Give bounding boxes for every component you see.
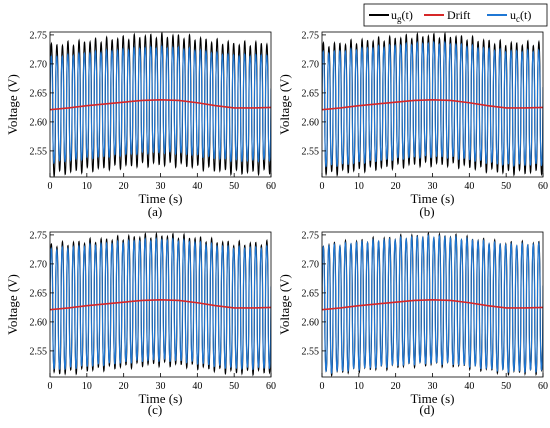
y-tick-label: 2.65 <box>302 88 320 99</box>
x-tick-label: 60 <box>538 381 548 392</box>
series-uc-line <box>50 44 271 165</box>
series-uc-line <box>50 236 271 371</box>
x-tick-label: 50 <box>501 381 511 392</box>
panel-caption: (d) <box>419 402 434 417</box>
x-tick-label: 40 <box>192 181 202 192</box>
x-axis-label: Time (s) <box>139 391 183 406</box>
x-tick-label: 20 <box>391 181 401 192</box>
x-tick-label: 60 <box>266 181 276 192</box>
y-tick-label: 2.70 <box>30 259 48 270</box>
x-tick-label: 30 <box>428 181 438 192</box>
x-tick-label: 30 <box>156 381 166 392</box>
series-drift-line <box>50 99 271 111</box>
x-tick-label: 30 <box>428 381 438 392</box>
x-axis-label: Time (s) <box>411 391 455 406</box>
x-tick-label: 20 <box>119 381 129 392</box>
y-tick-label: 2.60 <box>30 117 48 128</box>
x-tick-label: 40 <box>464 381 474 392</box>
legend-box <box>363 3 548 27</box>
y-tick-label: 2.75 <box>30 30 48 41</box>
y-tick-label: 2.55 <box>302 146 320 157</box>
series-drift-line <box>322 299 543 311</box>
x-axis-label: Time (s) <box>139 191 183 206</box>
x-tick-label: 0 <box>320 381 325 392</box>
legend-uc-label: uc(t) <box>510 8 531 24</box>
y-tick-label: 2.75 <box>302 230 320 241</box>
chart-panel-a: 0 10 20 30 40 50 60 2.55 2.60 2.65 2.70 2.75 Time (s… <box>5 30 276 219</box>
y-tick-label: 2.60 <box>302 317 320 328</box>
y-tick-label: 2.70 <box>30 59 48 70</box>
x-tick-label: 10 <box>354 181 364 192</box>
y-tick-label: 2.70 <box>302 59 320 70</box>
y-tick-label: 2.60 <box>302 117 320 128</box>
y-axis-label: Voltage (V) <box>5 74 20 135</box>
panel-caption: (a) <box>148 204 162 219</box>
x-tick-label: 50 <box>229 381 239 392</box>
legend: ug(t) Drift uc(t) <box>363 3 548 27</box>
y-tick-label: 2.65 <box>30 88 48 99</box>
y-tick-label: 2.55 <box>302 346 320 357</box>
y-axis-label: Voltage (V) <box>5 274 20 335</box>
y-tick-label: 2.60 <box>30 317 48 328</box>
series-drift-line <box>322 99 543 111</box>
x-tick-label: 30 <box>156 181 166 192</box>
legend-ug-label: ug(t) <box>391 8 413 24</box>
series-drift-line <box>50 299 271 311</box>
legend-drift-label: Drift <box>447 8 471 22</box>
y-tick-label: 2.55 <box>30 346 48 357</box>
y-tick-label: 2.75 <box>302 30 320 41</box>
chart-panel-b: 0 10 20 30 40 50 60 2.55 2.60 2.65 2.70 2.75 Time (s… <box>277 30 548 219</box>
x-tick-label: 10 <box>82 181 92 192</box>
panel-caption: (c) <box>148 402 162 417</box>
series-uc-line <box>322 40 543 168</box>
x-tick-label: 50 <box>501 181 511 192</box>
y-tick-label: 2.65 <box>30 288 48 299</box>
x-tick-label: 20 <box>391 381 401 392</box>
x-tick-label: 0 <box>48 381 53 392</box>
panel-caption: (b) <box>419 204 434 219</box>
x-tick-label: 10 <box>354 381 364 392</box>
x-tick-label: 40 <box>464 181 474 192</box>
y-axis-label: Voltage (V) <box>277 274 292 335</box>
chart-panel-c: 0 10 20 30 40 50 60 2.55 2.60 2.65 2.70 2.75 Time (s… <box>5 230 276 417</box>
x-axis-label: Time (s) <box>411 191 455 206</box>
y-axis-label: Voltage (V) <box>277 74 292 135</box>
y-tick-label: 2.70 <box>302 259 320 270</box>
chart-panel-d: 0 10 20 30 40 50 60 2.55 2.60 2.65 2.70 2.75 Time (s… <box>277 230 548 417</box>
series-uc-line <box>322 233 543 374</box>
x-tick-label: 0 <box>320 181 325 192</box>
y-tick-label: 2.55 <box>30 146 48 157</box>
x-tick-label: 60 <box>266 381 276 392</box>
y-tick-label: 2.75 <box>30 230 48 241</box>
x-tick-label: 0 <box>48 181 53 192</box>
x-tick-label: 20 <box>119 181 129 192</box>
x-tick-label: 40 <box>192 381 202 392</box>
x-tick-label: 10 <box>82 381 92 392</box>
y-tick-label: 2.65 <box>302 288 320 299</box>
x-tick-label: 60 <box>538 181 548 192</box>
x-tick-label: 50 <box>229 181 239 192</box>
